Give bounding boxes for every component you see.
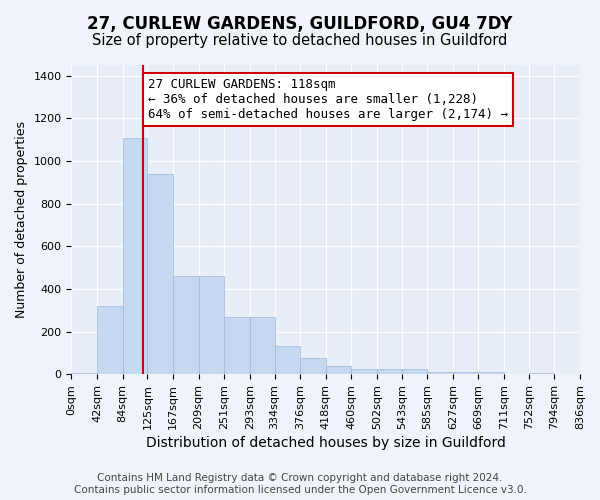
Bar — [71, 373, 97, 374]
Bar — [173, 276, 199, 374]
Bar — [326, 366, 351, 374]
Bar — [275, 346, 300, 374]
Bar — [122, 138, 148, 374]
Bar — [300, 358, 326, 374]
Bar — [478, 372, 504, 374]
Bar — [377, 369, 402, 374]
X-axis label: Distribution of detached houses by size in Guildford: Distribution of detached houses by size … — [146, 436, 506, 450]
Y-axis label: Number of detached properties: Number of detached properties — [15, 121, 28, 318]
Text: Contains HM Land Registry data © Crown copyright and database right 2024.
Contai: Contains HM Land Registry data © Crown c… — [74, 474, 526, 495]
Bar — [427, 372, 453, 374]
Bar — [250, 316, 275, 374]
Bar — [199, 276, 224, 374]
Bar — [529, 373, 554, 374]
Text: 27 CURLEW GARDENS: 118sqm
← 36% of detached houses are smaller (1,228)
64% of se: 27 CURLEW GARDENS: 118sqm ← 36% of detac… — [148, 78, 508, 121]
Bar — [97, 306, 122, 374]
Bar — [224, 316, 250, 374]
Bar — [351, 369, 377, 374]
Text: 27, CURLEW GARDENS, GUILDFORD, GU4 7DY: 27, CURLEW GARDENS, GUILDFORD, GU4 7DY — [88, 15, 512, 33]
Bar — [402, 369, 427, 374]
Bar — [453, 372, 478, 374]
Text: Size of property relative to detached houses in Guildford: Size of property relative to detached ho… — [92, 32, 508, 48]
Bar — [148, 174, 173, 374]
